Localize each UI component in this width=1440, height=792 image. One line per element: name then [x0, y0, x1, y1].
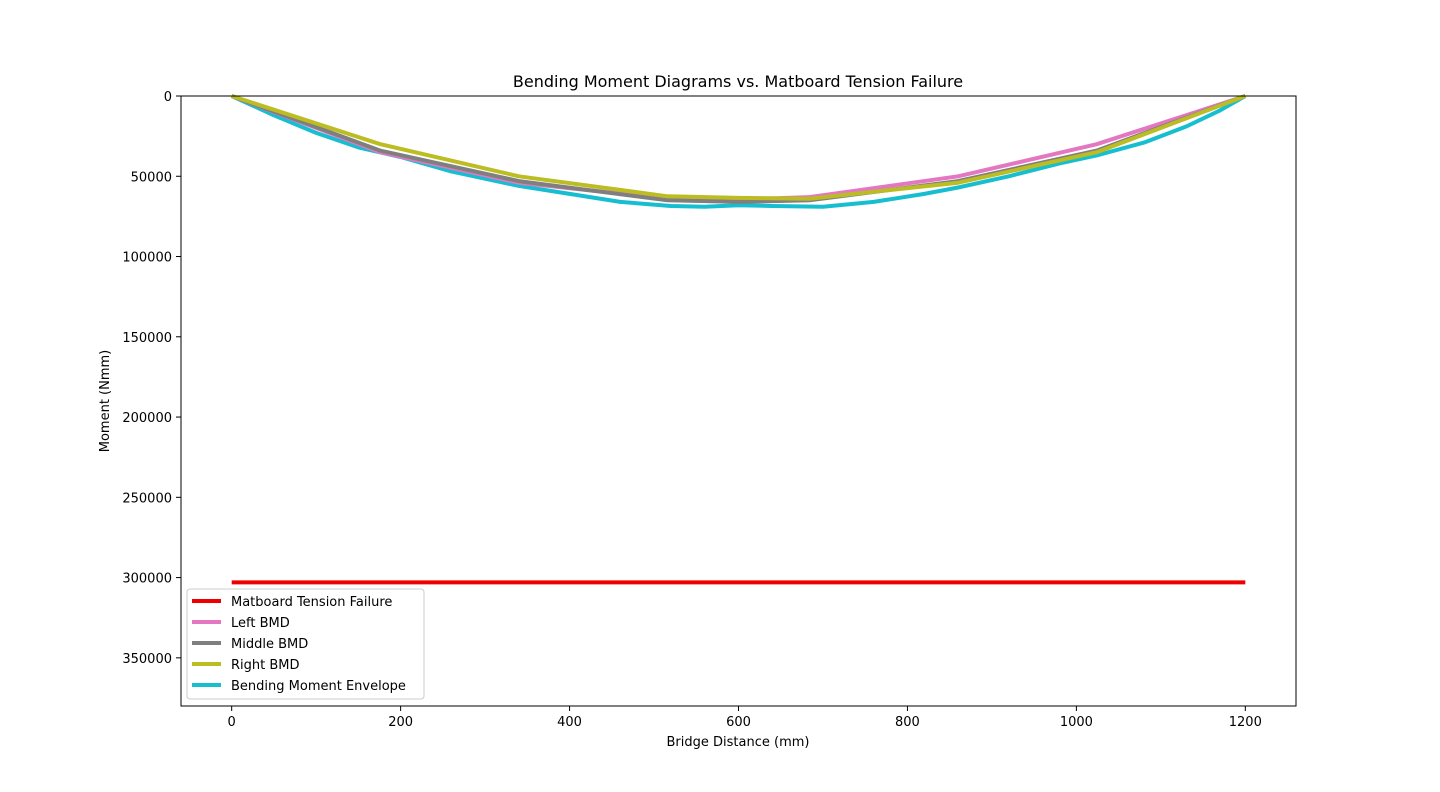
series-line-right-bmd: [231, 94, 1247, 201]
chart-title: Bending Moment Diagrams vs. Matboard Ten…: [513, 72, 963, 91]
legend-label-right-bmd: Right BMD: [231, 658, 300, 673]
x-tick-label: 200: [388, 715, 413, 730]
y-tick-label: 50000: [131, 170, 172, 185]
y-tick-label: 300000: [122, 572, 172, 587]
x-tick-label: 400: [557, 715, 582, 730]
y-tick-label: 150000: [122, 331, 172, 346]
x-tick-label: 0: [228, 715, 236, 730]
y-tick-label: 200000: [122, 411, 172, 426]
y-tick-label: 100000: [122, 251, 172, 266]
y-tick-label: 250000: [122, 491, 172, 506]
legend-items: Matboard Tension Failure Left BMD Middle B…: [192, 595, 406, 694]
x-tick-label: 1200: [1229, 715, 1262, 730]
legend-label-matboard-tension-failure: Matboard Tension Failure: [231, 595, 392, 610]
x-tick-label: 1000: [1060, 715, 1093, 730]
x-tick-label: 600: [726, 715, 751, 730]
legend-box: [186, 588, 425, 700]
y-axis-label: Moment (Nmm): [98, 350, 113, 453]
x-tick-label: 800: [895, 715, 920, 730]
legend-label-middle-bmd: Middle BMD: [231, 637, 308, 652]
series-layer: [230, 94, 1247, 585]
x-axis-label: Bridge Distance (mm): [667, 735, 810, 750]
legend-label-left-bmd: Left BMD: [231, 616, 290, 631]
y-tick-label: 350000: [122, 652, 172, 667]
y-axis-ticks: 0 50000 100000 150000 200000 250000 300000 3500…: [122, 90, 181, 667]
y-tick-label: 0: [164, 90, 172, 105]
x-axis-ticks: 0 200 400 600 800 1000 1200: [228, 706, 1262, 730]
legend-label-bending-moment-envelope: Bending Moment Envelope: [231, 679, 406, 694]
legend: Matboard Tension Failure Left BMD Middle B…: [186, 588, 425, 700]
